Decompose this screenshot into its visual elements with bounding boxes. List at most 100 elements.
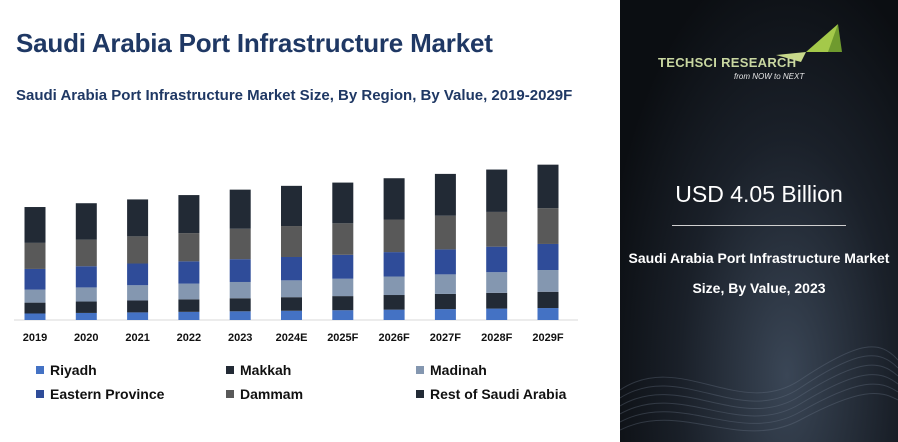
bar-segment-riyadh bbox=[127, 312, 149, 320]
x-tick-label: 2022 bbox=[177, 332, 201, 344]
bar-segment-eastern-province bbox=[178, 261, 200, 284]
highlight-value: USD 4.05 Billion bbox=[675, 181, 843, 207]
bar-segment-dammam bbox=[24, 242, 46, 269]
bar-segment-rest-of-saudi-arabia bbox=[332, 182, 354, 224]
x-tick-label: 2023 bbox=[228, 332, 252, 344]
bar-segment-madinah bbox=[127, 285, 149, 301]
legend-item: Madinah bbox=[416, 362, 487, 378]
bar-segment-rest-of-saudi-arabia bbox=[537, 164, 559, 209]
legend-label: Makkah bbox=[240, 362, 292, 378]
x-tick-label: 2026F bbox=[378, 332, 409, 344]
chart-panel: Saudi Arabia Port Infrastructure Market … bbox=[14, 28, 578, 402]
stacked-bar-chart: 2019 2020 2021 2022 2023 2024E 2025F 2026F 2027F… bbox=[14, 164, 578, 344]
bar-segment-madinah bbox=[486, 272, 508, 293]
legend-item: Riyadh bbox=[36, 362, 97, 378]
legend-swatch bbox=[36, 390, 44, 398]
x-tick-label: 2020 bbox=[74, 332, 98, 344]
bar-segment-madinah bbox=[383, 276, 405, 296]
bar-segment-rest-of-saudi-arabia bbox=[486, 169, 508, 212]
bar-segment-rest-of-saudi-arabia bbox=[178, 195, 200, 234]
bar-segment-eastern-province bbox=[281, 256, 302, 281]
bar-segment-madinah bbox=[229, 281, 251, 299]
bar-segment-dammam bbox=[127, 236, 149, 264]
bar-segment-rest-of-saudi-arabia bbox=[75, 203, 97, 240]
legend-swatch bbox=[36, 366, 44, 374]
bar-segment-eastern-province bbox=[537, 243, 559, 271]
bar-segment-dammam bbox=[486, 211, 508, 247]
bar-segment-eastern-province bbox=[229, 259, 251, 282]
bar-segment-eastern-province bbox=[127, 263, 149, 286]
legend-swatch bbox=[416, 390, 424, 398]
bar-segment-rest-of-saudi-arabia bbox=[434, 173, 456, 216]
bar-segment-dammam bbox=[434, 215, 456, 250]
bar-segment-makkah bbox=[24, 302, 46, 314]
bar-segment-riyadh bbox=[486, 308, 508, 320]
bar-segment-dammam bbox=[229, 228, 251, 260]
wave-graphic bbox=[620, 346, 898, 432]
bar-segment-rest-of-saudi-arabia bbox=[24, 207, 46, 243]
bar-segment-makkah bbox=[537, 291, 559, 309]
legend-item: Rest of Saudi Arabia bbox=[416, 386, 566, 402]
bar-segment-madinah bbox=[537, 270, 559, 292]
bar-segment-eastern-province bbox=[24, 268, 46, 290]
bar-segment-madinah bbox=[75, 287, 97, 302]
bar-segment-makkah bbox=[383, 295, 405, 310]
legend-swatch bbox=[226, 366, 234, 374]
bar-segment-madinah bbox=[178, 283, 200, 300]
bar-segment-eastern-province bbox=[383, 252, 405, 277]
bar-segment-riyadh bbox=[178, 311, 200, 320]
x-tick-label: 2024E bbox=[276, 332, 308, 344]
bar-segment-makkah bbox=[75, 301, 97, 313]
bar-segment-rest-of-saudi-arabia bbox=[127, 199, 149, 237]
divider bbox=[672, 225, 846, 226]
logo-text: TECHSCI RESEARCH bbox=[658, 55, 797, 70]
x-tick-label: 2021 bbox=[125, 332, 149, 344]
legend-label: Madinah bbox=[430, 362, 487, 378]
highlight-description: Saudi Arabia Port Infrastructure Market … bbox=[628, 250, 890, 296]
bar-segment-makkah bbox=[486, 292, 508, 309]
bar-segment-riyadh bbox=[434, 309, 456, 320]
bar-segment-riyadh bbox=[229, 311, 251, 320]
x-tick-label: 2025F bbox=[327, 332, 358, 344]
bar-segment-riyadh bbox=[383, 309, 405, 320]
x-tick-label: 2019 bbox=[23, 332, 47, 344]
logo-tagline: from NOW to NEXT bbox=[734, 72, 805, 81]
bar-segment-riyadh bbox=[332, 310, 354, 320]
bar-segment-rest-of-saudi-arabia bbox=[383, 178, 405, 220]
legend-label: Riyadh bbox=[50, 362, 97, 378]
legend-item: Makkah bbox=[226, 362, 291, 378]
chart-subtitle: Saudi Arabia Port Infrastructure Market … bbox=[16, 87, 573, 104]
legend-swatch bbox=[226, 390, 234, 398]
legend-label: Rest of Saudi Arabia bbox=[430, 386, 567, 402]
x-tick-label: 2029F bbox=[532, 332, 563, 344]
bar-segment-dammam bbox=[75, 239, 97, 267]
legend-label: Eastern Province bbox=[50, 386, 165, 402]
x-tick-label: 2027F bbox=[430, 332, 461, 344]
techsci-logo: TECHSCI RESEARCH from NOW to NEXT bbox=[656, 22, 876, 82]
bar-segment-makkah bbox=[229, 298, 251, 312]
bar-segment-madinah bbox=[24, 289, 46, 303]
bar-segment-riyadh bbox=[24, 313, 46, 320]
bar-segment-madinah bbox=[434, 274, 456, 294]
bar-segment-riyadh bbox=[75, 312, 97, 320]
bar-segment-dammam bbox=[383, 219, 405, 253]
logo-mark-icon bbox=[776, 24, 842, 62]
bar-segment-madinah bbox=[332, 278, 354, 297]
bar-segment-rest-of-saudi-arabia bbox=[229, 189, 251, 229]
bar-segment-riyadh bbox=[537, 308, 559, 320]
bar-segment-makkah bbox=[434, 293, 456, 310]
bar-segment-dammam bbox=[537, 208, 559, 244]
bar-segment-makkah bbox=[332, 296, 354, 311]
x-tick-label: 2028F bbox=[481, 332, 512, 344]
bar-segment-makkah bbox=[178, 299, 200, 312]
bar-segment-makkah bbox=[127, 300, 149, 313]
bar-segment-dammam bbox=[178, 233, 200, 262]
bar-segment-riyadh bbox=[281, 310, 302, 320]
bar-segment-eastern-province bbox=[332, 254, 354, 279]
bar-segment-madinah bbox=[281, 280, 302, 298]
bar-segment-eastern-province bbox=[434, 249, 456, 275]
bar-segment-dammam bbox=[281, 226, 302, 257]
bar-segment-eastern-province bbox=[486, 246, 508, 273]
legend-item: Dammam bbox=[226, 386, 303, 402]
legend-item: Eastern Province bbox=[36, 386, 164, 402]
